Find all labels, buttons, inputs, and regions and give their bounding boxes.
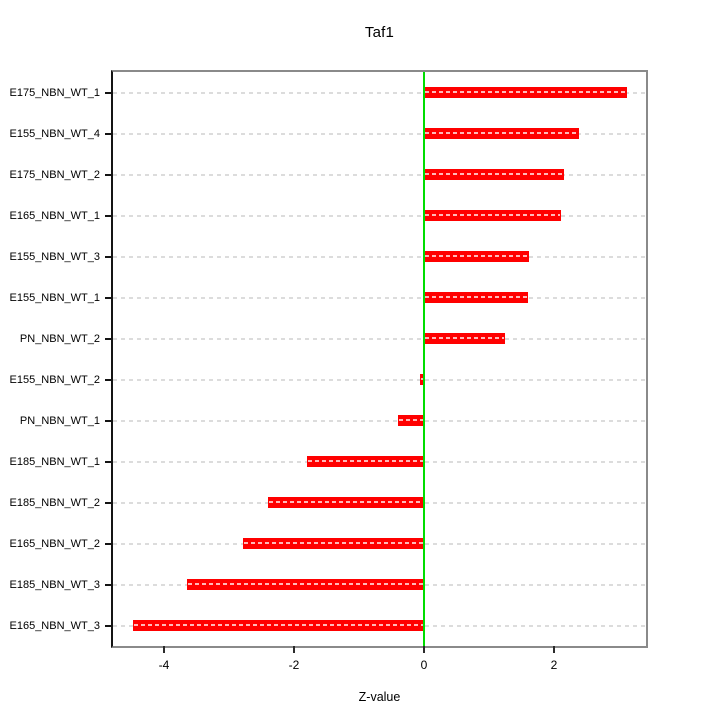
bar-center-dash <box>425 214 561 216</box>
grid-line <box>113 255 646 258</box>
grid-line <box>113 296 646 299</box>
bar <box>424 128 579 139</box>
y-axis-label: PN_NBN_WT_2 <box>19 332 100 345</box>
plot-inner <box>113 72 646 646</box>
bar-center-dash <box>269 501 424 503</box>
grid-line <box>113 419 646 422</box>
bar-center-dash <box>133 624 423 626</box>
x-tick-label: 2 <box>550 658 558 672</box>
y-tick <box>105 255 113 258</box>
x-tick-label: -2 <box>288 658 300 672</box>
grid-line <box>113 378 646 381</box>
y-tick <box>105 501 113 504</box>
y-axis-label: E155_NBN_WT_2 <box>9 373 101 386</box>
x-tick <box>423 646 426 653</box>
y-tick <box>105 378 113 381</box>
bar-center-dash <box>308 460 424 462</box>
y-axis-label: E155_NBN_WT_3 <box>9 250 101 263</box>
bar <box>132 620 424 631</box>
y-axis-label: E185_NBN_WT_3 <box>9 578 101 591</box>
y-axis-label: E175_NBN_WT_2 <box>9 168 101 181</box>
bar-center-dash <box>399 419 424 421</box>
y-tick <box>105 542 113 545</box>
bar <box>424 333 506 344</box>
bar <box>243 538 424 549</box>
y-tick <box>105 419 113 422</box>
y-tick <box>105 173 113 176</box>
y-tick <box>105 583 113 586</box>
y-tick <box>105 337 113 340</box>
bar-center-dash <box>425 337 505 339</box>
y-tick <box>105 132 113 135</box>
bar <box>424 87 628 98</box>
grid-line <box>113 214 646 217</box>
bar <box>424 169 565 180</box>
y-tick <box>105 91 113 94</box>
grid-line <box>113 337 646 340</box>
bar <box>424 210 562 221</box>
bar-center-dash <box>425 173 564 175</box>
bar-center-dash <box>425 132 578 134</box>
x-tick-label: 0 <box>420 658 428 672</box>
y-tick <box>105 296 113 299</box>
y-axis-label: E185_NBN_WT_1 <box>9 455 101 468</box>
zero-line <box>423 72 426 646</box>
y-axis-label: E175_NBN_WT_1 <box>9 86 101 99</box>
y-tick <box>105 624 113 627</box>
y-axis-label: E155_NBN_WT_4 <box>9 127 101 140</box>
bar-center-dash <box>425 255 529 257</box>
y-tick <box>105 214 113 217</box>
bar <box>424 251 530 262</box>
chart-title: Taf1 <box>364 24 395 41</box>
x-axis-title: Z-value <box>358 690 401 704</box>
y-tick <box>105 460 113 463</box>
y-axis-label: E165_NBN_WT_1 <box>9 209 101 222</box>
grid-line <box>113 132 646 135</box>
bar-center-dash <box>421 378 424 380</box>
x-tick <box>553 646 556 653</box>
bar <box>398 415 425 426</box>
grid-line <box>113 91 646 94</box>
x-tick-label: -4 <box>158 658 170 672</box>
bar <box>424 292 529 303</box>
bar-center-dash <box>425 91 627 93</box>
bar-center-dash <box>244 542 423 544</box>
bar <box>420 374 425 385</box>
y-axis-label: E165_NBN_WT_2 <box>9 537 101 550</box>
bar <box>268 497 425 508</box>
bar <box>186 579 425 590</box>
bar <box>307 456 425 467</box>
y-axis-label: E165_NBN_WT_3 <box>9 619 101 632</box>
plot-area <box>111 70 648 648</box>
x-tick <box>293 646 296 653</box>
y-axis-label: E185_NBN_WT_2 <box>9 496 101 509</box>
bar-center-dash <box>425 296 528 298</box>
bar-center-dash <box>187 583 424 585</box>
y-axis-label: PN_NBN_WT_1 <box>19 414 100 427</box>
grid-line <box>113 173 646 176</box>
y-axis-label: E155_NBN_WT_1 <box>9 291 101 304</box>
x-tick <box>163 646 166 653</box>
